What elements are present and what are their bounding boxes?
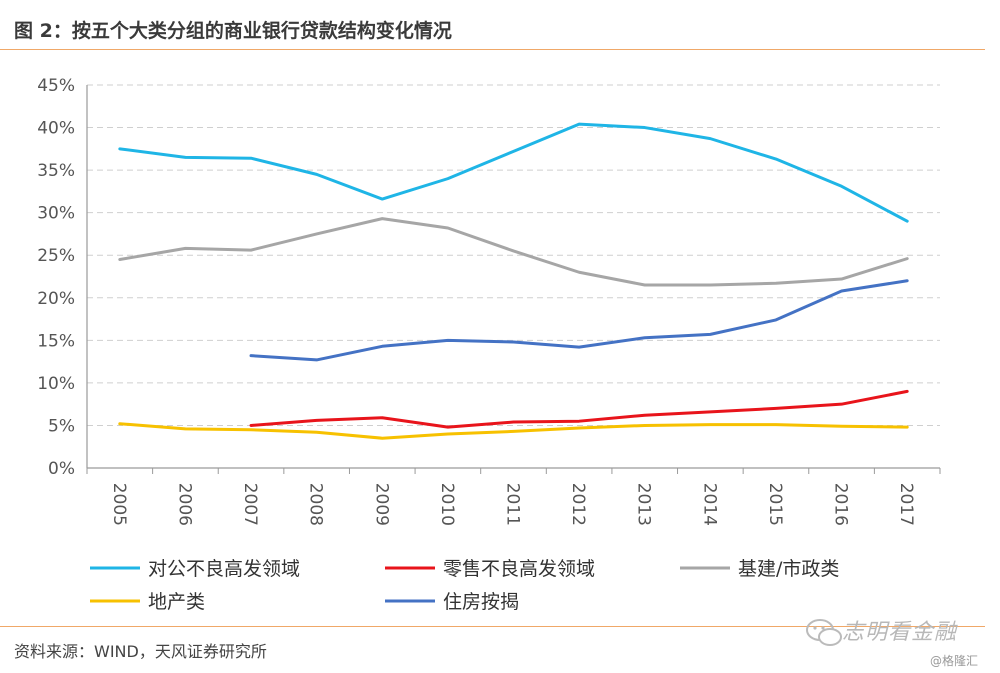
x-tick-label: 2011 bbox=[503, 483, 523, 526]
x-tick-label: 2009 bbox=[371, 483, 391, 526]
top-divider bbox=[0, 49, 985, 50]
credit-text: @格隆汇 bbox=[930, 654, 979, 668]
bottom-divider bbox=[0, 626, 985, 627]
wechat-logo-icon bbox=[806, 619, 842, 646]
series-line-1 bbox=[118, 122, 909, 223]
legend-label: 对公不良高发领域 bbox=[148, 558, 300, 580]
x-tick-label: 2015 bbox=[765, 483, 785, 526]
x-tick-label: 2010 bbox=[437, 483, 457, 526]
series-line-2 bbox=[249, 389, 909, 429]
legend-label: 零售不良高发领域 bbox=[443, 558, 595, 580]
x-tick-label: 2005 bbox=[109, 483, 129, 526]
x-tick-labels: 2005 2006 2007 2008 2009 2010 2011 2012 2013 2014… bbox=[109, 483, 916, 526]
x-tick-label: 2016 bbox=[831, 483, 851, 526]
axes bbox=[86, 85, 941, 474]
y-tick-label: 5% bbox=[48, 416, 75, 436]
x-tick-label: 2006 bbox=[174, 483, 194, 526]
y-tick-label: 0% bbox=[48, 459, 75, 479]
y-tick-label: 10% bbox=[37, 374, 75, 394]
x-tick-label: 2014 bbox=[699, 483, 719, 526]
watermark-text: 志明看金融 bbox=[842, 620, 958, 645]
series-line-4 bbox=[118, 422, 909, 440]
series-line-3 bbox=[118, 217, 909, 287]
x-tick-label: 2008 bbox=[306, 483, 326, 526]
y-tick-label: 35% bbox=[37, 161, 75, 181]
x-tick-label: 2012 bbox=[568, 483, 588, 526]
source-note: 资料来源：WIND，天风证券研究所 bbox=[14, 642, 267, 661]
y-tick-label: 15% bbox=[37, 331, 75, 351]
y-tick-label: 20% bbox=[37, 289, 75, 309]
series-line-5 bbox=[249, 279, 909, 362]
y-tick-label: 30% bbox=[37, 204, 75, 224]
grid-lines bbox=[87, 84, 940, 426]
y-tick-label: 45% bbox=[37, 76, 75, 96]
legend-label: 地产类 bbox=[148, 591, 205, 613]
y-tick-label: 25% bbox=[37, 246, 75, 266]
figure-title: 图 2：按五个大类分组的商业银行贷款结构变化情况 bbox=[14, 20, 452, 42]
series-lines bbox=[118, 122, 909, 440]
y-tick-labels: 0% 5% 10% 15% 20% 25% 30% 35% 40% 45% bbox=[37, 76, 75, 479]
x-tick-label: 2007 bbox=[240, 483, 260, 526]
x-tick-label: 2017 bbox=[896, 483, 916, 526]
x-tick-label: 2013 bbox=[634, 483, 654, 526]
legend-label: 基建/市政类 bbox=[738, 558, 839, 580]
legend-label: 住房按揭 bbox=[443, 591, 519, 613]
y-tick-label: 40% bbox=[37, 119, 75, 139]
